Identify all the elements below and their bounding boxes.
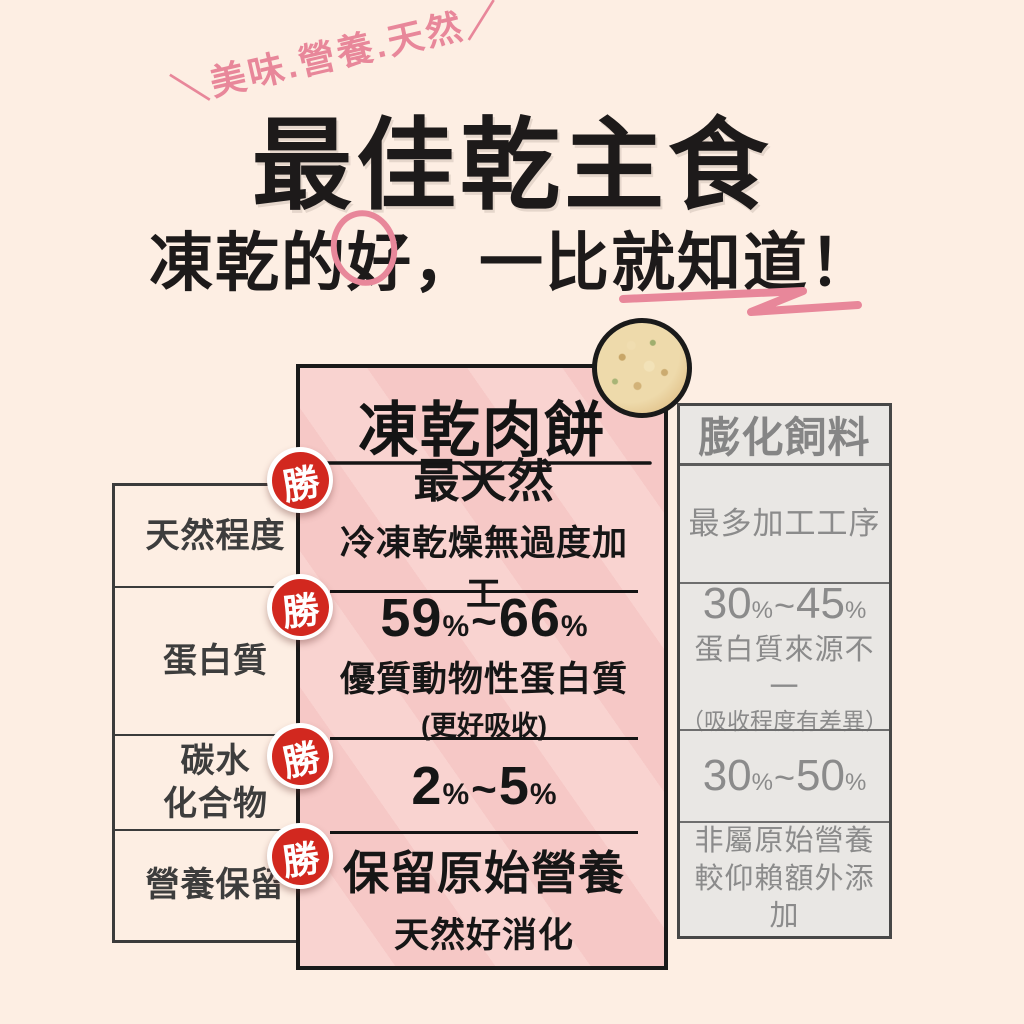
win-badge-label: 勝 (266, 446, 334, 514)
fd-row-naturalness: 最天然 冷凍乾燥無過度加工 (330, 455, 638, 614)
fd-naturalness-main: 最天然 (413, 455, 555, 507)
win-badge-naturalness: 勝 (266, 446, 334, 514)
fd-protein-note: (更好吸收) (421, 711, 547, 741)
category-column: 天然程度 蛋白質 碳水 化合物 營養保留 (112, 483, 319, 943)
kb-row-carbohydrate: 30% ~50% (680, 728, 889, 821)
zigzag-underline (619, 287, 862, 316)
notch-divider (312, 461, 652, 481)
kb-carb-range: 30% ~50% (702, 751, 867, 801)
freeze-dried-title: 凍乾肉餅 (358, 397, 606, 464)
fd-row-protein: 59% ~66% 優質動物性蛋白質 (更好吸收) (330, 588, 638, 741)
kibble-column: 膨化飼料 最多加工工序 30% ~45% 蛋白質來源不一 （吸收程度有差異） 30… (677, 403, 892, 939)
kb-row-naturalness: 最多加工工序 (688, 505, 881, 541)
kb-protein-desc: 蛋白質來源不一 (694, 634, 875, 704)
fd-naturalness-sub: 冷凍乾燥無過度加工 (339, 524, 628, 614)
freeze-dried-patty-image (592, 318, 692, 418)
category-naturalness: 天然程度 (145, 516, 286, 555)
fd-carb-range: 2% ~5% (411, 755, 557, 816)
subtitle-highlighted-char: 好 (323, 203, 413, 304)
fd-row-carbohydrate: 2% ~5% (330, 737, 638, 831)
freeze-dried-column: 凍乾肉餅 最天然 冷凍乾燥無過度加工 59% ~66% 優質動物性蛋白質 (更好吸… (296, 364, 668, 970)
fd-nutrition-sub: 天然好消化 (393, 915, 574, 955)
win-badge-protein: 勝 (267, 574, 333, 640)
subtitle: 凍乾的好 ，一比就知道！ (0, 203, 1024, 304)
kb-protein-range: 30% ~45% (702, 578, 867, 628)
win-badge-label: 勝 (268, 575, 332, 639)
kb-row-nutrition: 非屬原始營養 較仰賴額外添加 (680, 820, 889, 936)
fd-nutrition-main: 保留原始營養 (343, 846, 625, 899)
win-badge-carbohydrate: 勝 (266, 722, 334, 790)
win-badge-nutrition: 勝 (267, 823, 333, 889)
kibble-title: 膨化飼料 (680, 406, 889, 466)
kb-row-protein: 30% ~45% 蛋白質來源不一 （吸收程度有差異） (680, 579, 889, 734)
category-carbohydrate: 碳水 化合物 (115, 734, 316, 829)
fd-row-nutrition: 保留原始營養 天然好消化 (330, 831, 638, 960)
win-badge-label: 勝 (267, 823, 333, 889)
subtitle-suffix: ，一比就知道！ (413, 227, 875, 299)
fd-protein-desc: 優質動物性蛋白質 (339, 660, 628, 699)
category-protein: 蛋白質 (115, 586, 316, 734)
category-nutrition-retention: 營養保留 (115, 829, 316, 940)
page-title: 最佳乾主食 (252, 110, 772, 222)
fd-protein-range: 59% ~66% (380, 588, 588, 648)
subtitle-prefix: 凍乾的 (149, 227, 347, 299)
